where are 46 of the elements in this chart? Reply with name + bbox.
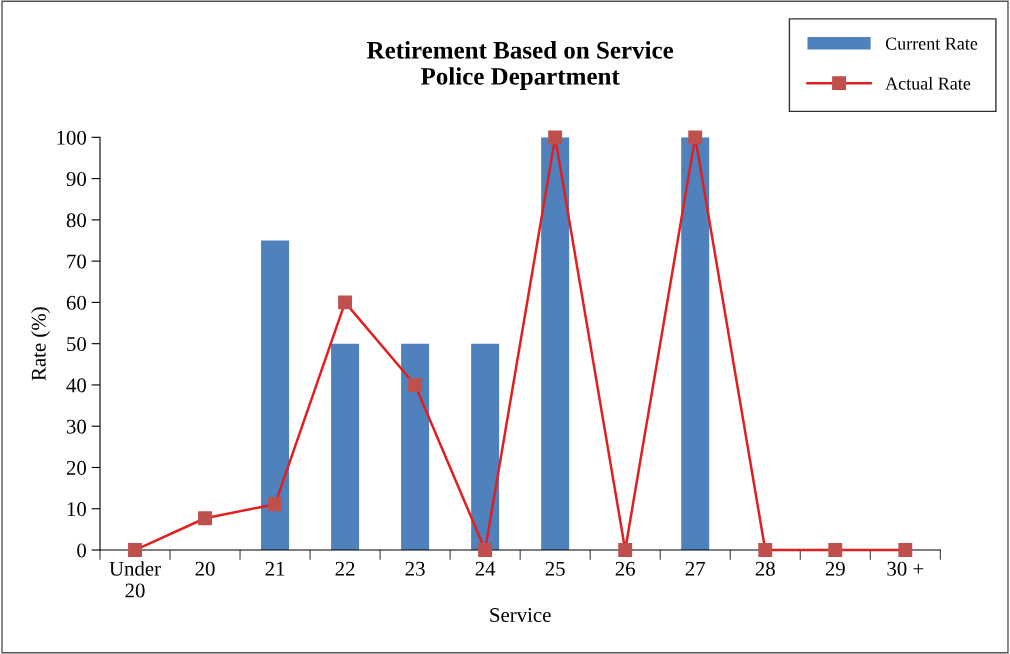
y-tick-label: 100 — [57, 130, 86, 145]
point — [198, 511, 212, 526]
point — [408, 377, 423, 392]
point — [128, 543, 142, 557]
point — [828, 543, 843, 557]
y-axis-title: Rate (%) — [31, 307, 50, 381]
point — [268, 497, 283, 512]
legend-label: Actual Rate — [885, 76, 971, 90]
bar — [471, 343, 500, 551]
bar — [261, 240, 290, 551]
y-tick-label: 40 — [66, 378, 86, 393]
chart-title: Retirement Based on Service Police Department — [367, 41, 674, 90]
bar — [681, 137, 710, 551]
y-tick-label: 20 — [66, 460, 86, 475]
bar — [331, 343, 360, 551]
x-tick-label: 24 — [475, 561, 496, 576]
x-tick-label: 27 — [685, 561, 706, 576]
point — [758, 543, 773, 557]
x-tick-label: Under 20 — [109, 561, 161, 598]
y-tick-label: 50 — [67, 337, 86, 352]
y-tick-label: 0 — [77, 543, 86, 558]
y-tick-label: 70 — [67, 254, 86, 269]
x-axis-title: Service — [490, 608, 551, 623]
y-tick-label: 30 — [66, 419, 86, 434]
point — [898, 543, 913, 557]
x-tick-label: 20 — [195, 561, 215, 576]
y-tick-label: 10 — [67, 502, 86, 517]
x-tick-label: 28 — [755, 561, 775, 576]
x-tick-label: 29 — [825, 561, 845, 576]
point — [688, 130, 703, 145]
point — [338, 295, 353, 310]
point — [478, 543, 493, 557]
y-tick-label: 80 — [66, 213, 86, 228]
x-tick-label: 25 — [545, 561, 565, 576]
x-tick-label: 23 — [405, 561, 425, 576]
y-tick-label: 60 — [66, 295, 86, 310]
bar — [541, 137, 570, 551]
bar — [401, 343, 430, 551]
x-tick-label: 22 — [335, 561, 355, 576]
x-tick-label: 26 — [615, 561, 635, 576]
x-tick-label: 21 — [265, 561, 285, 576]
point — [548, 130, 563, 145]
legend-label: Current Rate — [885, 37, 978, 50]
x-tick-label: 30 + — [887, 561, 924, 576]
y-tick-label: 90 — [66, 171, 86, 187]
point — [618, 543, 633, 557]
